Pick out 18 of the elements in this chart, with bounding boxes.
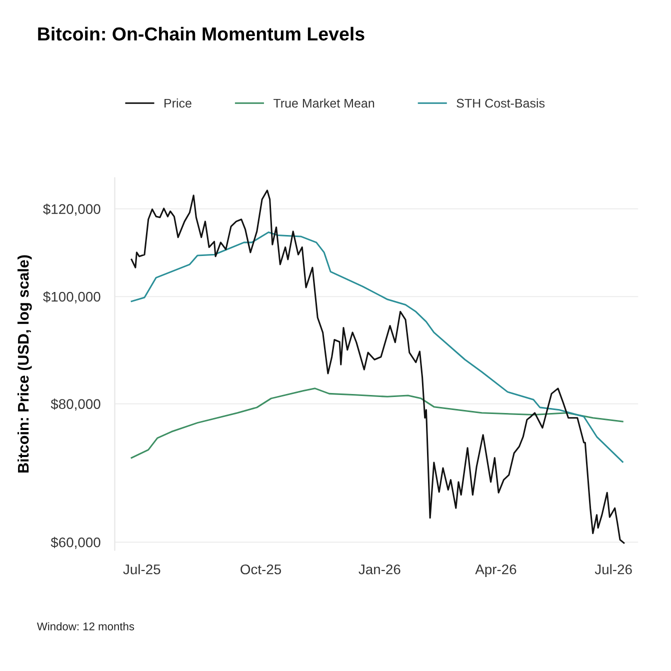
y-tick-label: $100,000 [43, 291, 100, 304]
chart-title: Bitcoin: On-Chain Momentum Levels [38, 26, 364, 41]
legend-label: Price [164, 98, 192, 108]
x-tick-label: Jan-26 [358, 564, 400, 574]
line-series [130, 388, 624, 459]
text: Window: 12 months [36, 622, 134, 630]
y-tick-label: $80,000 [50, 398, 100, 411]
line-series [130, 231, 624, 463]
x-tick-label: Jul-25 [123, 564, 160, 574]
x-tick-label: Apr-26 [475, 564, 516, 578]
x-tick-label: Oct-25 [240, 564, 282, 574]
y-tick-label: $60,000 [50, 536, 100, 549]
line-series [130, 190, 625, 544]
legend-label: STH Cost-Basis [456, 98, 545, 108]
legend-label: True Market Mean [274, 98, 374, 108]
y-tick-label: $120,000 [43, 204, 100, 216]
x-tick-label: Jul-26 [594, 564, 632, 574]
y-axis-title: Bitcoin: Price (USD, log scale) [18, 255, 32, 473]
